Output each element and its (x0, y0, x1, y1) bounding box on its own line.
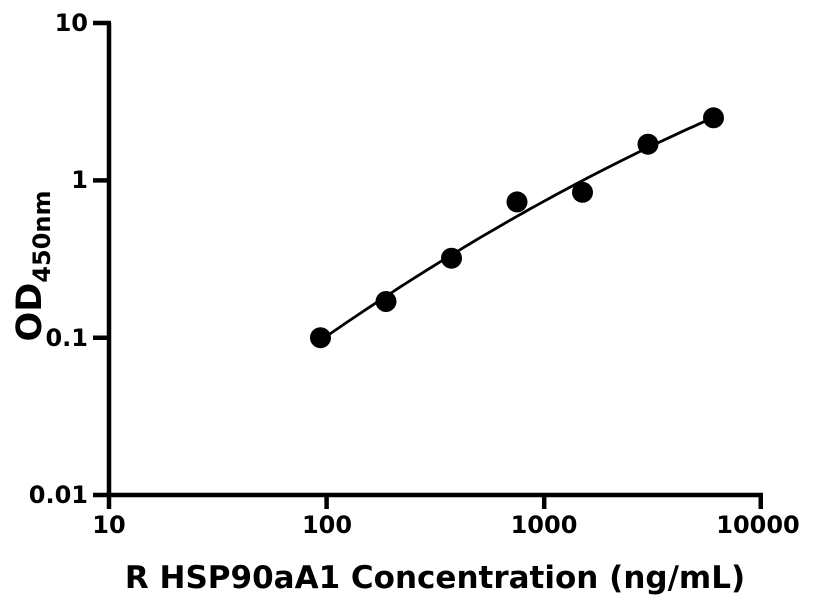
y-axis-title-subscript: 450nm (28, 190, 56, 283)
y-tick-label-0.01: 0.01 (28, 481, 88, 509)
data-point (310, 327, 331, 349)
data-point (375, 291, 397, 312)
y-tick-label-0.1: 0.1 (45, 324, 88, 352)
data-point (703, 107, 724, 129)
data-point (572, 181, 593, 203)
x-tick-label-100: 100 (301, 511, 353, 539)
y-axis-title: OD450nm (10, 190, 56, 342)
data-point (441, 247, 462, 269)
y-tick-label-1: 1 (71, 166, 88, 194)
y-axis-title-main: OD (10, 282, 50, 342)
data-point (637, 133, 659, 155)
axes-layer (93, 20, 763, 509)
x-tick-label-1000: 1000 (510, 511, 578, 539)
x-axis-title: R HSP90aA1 Concentration (ng/mL) (124, 560, 746, 596)
data-points-layer (310, 107, 724, 349)
x-tick-label-10000: 10000 (716, 511, 800, 539)
x-tick-label-10: 10 (92, 511, 126, 539)
data-point (506, 191, 528, 213)
y-tick-label-10: 10 (54, 9, 88, 37)
